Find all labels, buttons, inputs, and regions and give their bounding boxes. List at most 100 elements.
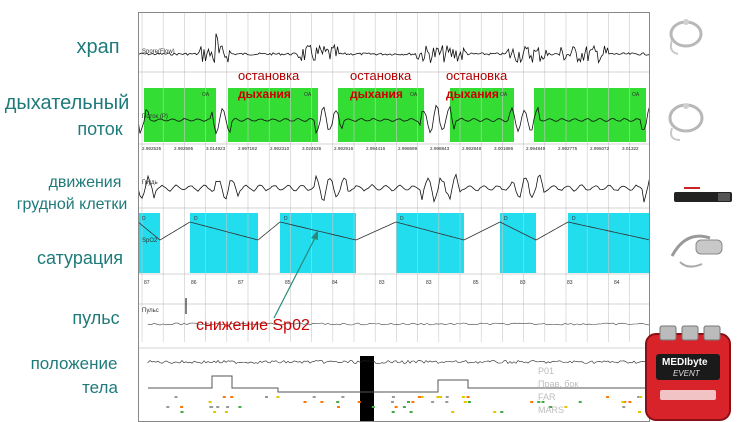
label-position-line1: положение (30, 354, 118, 373)
device-brand: MEDIbyte (662, 357, 708, 368)
apnea-annotation-3-line1: остановка (446, 68, 508, 83)
desat-event-code: D (142, 216, 146, 222)
airflow-value: 2.994416 (366, 146, 386, 151)
spo2-drop-annotation: снижение Sp02 (196, 317, 310, 334)
position-level-trace (148, 375, 650, 393)
position-dot (467, 401, 471, 403)
chart-labels: Snore(Flow) Поток (P) Грудь SpO2 Пульс 2.9925… (142, 49, 640, 415)
desat-band-4 (396, 213, 464, 273)
position-dot (276, 396, 280, 398)
chest-trace (138, 173, 650, 204)
position-dot (238, 406, 242, 408)
airflow-value: 2.992535 (142, 146, 162, 151)
position-dot (303, 401, 307, 403)
position-dot (606, 396, 610, 398)
position-dot (391, 401, 394, 403)
position-dot (493, 411, 497, 413)
channel-title-pulse: Пульс (142, 308, 159, 314)
position-dot (622, 406, 626, 408)
spo2-drop-arrow (273, 230, 318, 319)
position-event-block (360, 356, 374, 422)
position-dot (621, 401, 625, 403)
position-dot (210, 406, 214, 408)
apnea-band-3 (338, 88, 424, 142)
airflow-value: 2.992310 (270, 146, 290, 151)
label-saturation: сатурация (37, 248, 123, 268)
position-code: МARS (538, 405, 564, 415)
desat-event-code: D (400, 216, 404, 222)
position-dot (445, 396, 449, 398)
position-dot (208, 401, 212, 403)
position-dot (564, 406, 568, 408)
label-position-line2: тела (82, 378, 118, 397)
apnea-annotation-1: остановка дыхания (238, 68, 299, 101)
position-dot (549, 406, 553, 408)
position-dot (407, 401, 410, 403)
apnea-annotation-2-line2: дыхания (350, 87, 403, 101)
airflow-value: 2.992775 (558, 146, 578, 151)
spo2-value: 87 (238, 280, 244, 286)
apnea-band-2 (228, 88, 318, 142)
channel-title-spo2: SpO2 (142, 238, 158, 244)
spo2-value: 83 (567, 280, 573, 286)
position-dot (500, 411, 504, 413)
airflow-value: 2.998843 (430, 146, 450, 151)
airflow-trace (138, 104, 650, 135)
airflow-value: 2.994849 (526, 146, 546, 151)
airflow-value: 2.997182 (238, 146, 258, 151)
apnea-annotation-1-line2: дыхания (238, 87, 291, 101)
position-dot (439, 396, 443, 398)
position-dot (341, 396, 345, 398)
label-snore: храп (76, 36, 120, 58)
position-activity-trace (147, 360, 650, 364)
apnea-annotation-2: остановка дыхания (350, 68, 411, 101)
position-dot (623, 401, 627, 403)
position-dot (180, 406, 184, 408)
channel-title-snore: Snore(Flow) (142, 49, 175, 55)
apnea-band-4 (450, 88, 514, 142)
position-dot (530, 401, 534, 403)
label-chest-line2: грудной клетки (16, 196, 128, 213)
desat-event-code: D (504, 216, 508, 222)
spo2-trace (138, 221, 650, 241)
apnea-annotation-2-line1: остановка (350, 68, 412, 83)
position-dot (402, 406, 406, 408)
desat-band-1 (138, 213, 160, 273)
spo2-value: 85 (285, 280, 291, 286)
airflow-value: 3.014923 (206, 146, 226, 151)
apnea-event-code: OA (632, 92, 640, 98)
chest-belt-sensor-icon (674, 187, 732, 202)
flow-cannula-icon (668, 103, 704, 141)
signal-traces (138, 33, 650, 422)
position-dot (336, 401, 340, 403)
spo2-value: 85 (473, 280, 479, 286)
position-dot (216, 406, 220, 408)
airflow-value: 2.992916 (334, 146, 354, 151)
airflow-value: 2.992848 (462, 146, 482, 151)
snore-trace (138, 33, 650, 64)
channel-title-chest: Грудь (142, 180, 158, 186)
apnea-event-code: OA (304, 92, 312, 98)
position-dot (537, 401, 541, 403)
channel-title-airflow: Поток (P) (142, 114, 168, 120)
spo2-value: 83 (426, 280, 432, 286)
position-dot (213, 411, 217, 413)
oximeter-sensor-icon (670, 234, 723, 268)
desat-band-5 (500, 213, 536, 273)
spo2-value: 87 (144, 280, 150, 286)
apnea-event-code: OA (202, 92, 210, 98)
spo2-value: 86 (191, 280, 197, 286)
desat-band-3 (280, 213, 356, 273)
position-dot (174, 396, 178, 398)
apnea-band-1 (144, 88, 216, 142)
label-chest-line1: движения (48, 174, 122, 191)
position-dot (320, 401, 324, 403)
position-dot (391, 396, 395, 398)
position-dot (224, 411, 228, 413)
label-pulse: пульс (72, 308, 120, 328)
apnea-band-5 (534, 88, 646, 142)
position-dot (431, 401, 435, 403)
position-code: Прав. бок (538, 379, 578, 389)
event-bands (138, 88, 650, 273)
position-dot (166, 406, 170, 408)
